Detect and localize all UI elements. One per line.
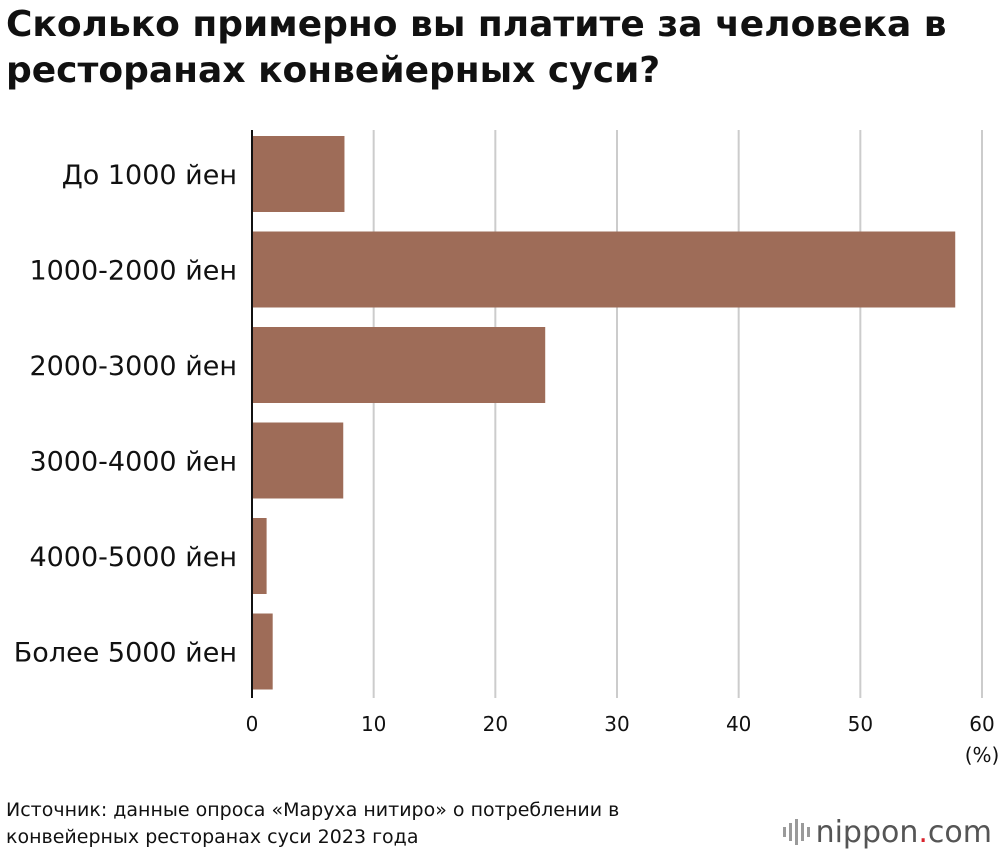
x-tick-label: 40 [726,712,751,736]
nippon-bars-icon [782,817,810,847]
nippon-logo: nippon.com [782,812,992,852]
x-tick-label: 50 [848,712,873,736]
bar [252,327,546,403]
x-tick-label: 10 [361,712,386,736]
logo-tld: com [927,814,992,850]
x-tick-label: 20 [483,712,508,736]
category-label: 1000-2000 йен [29,256,237,287]
x-tick-label: 30 [604,712,629,736]
chart-title: Сколько примерно вы платите за человека … [6,4,947,91]
logo-name: nippon [815,814,919,850]
bar [252,231,956,308]
x-tick-label: 0 [246,712,259,736]
category-label: 3000-4000 йен [29,447,237,478]
source-note: Источник: данные опроса «Маруха нитиро» … [6,799,620,848]
bar [252,518,267,594]
category-label: 2000-3000 йен [29,351,237,382]
x-tick-label: 60 [969,712,994,736]
bar [252,136,345,212]
bar [252,422,344,499]
logo-dot: . [918,814,928,850]
bar [252,613,273,690]
category-label: До 1000 йен [62,160,237,191]
category-label: 4000-5000 йен [29,542,237,573]
x-unit-label: (%) [965,743,1000,767]
category-label: Более 5000 йен [14,638,237,669]
logo-wordmark: nippon.com [816,815,992,850]
